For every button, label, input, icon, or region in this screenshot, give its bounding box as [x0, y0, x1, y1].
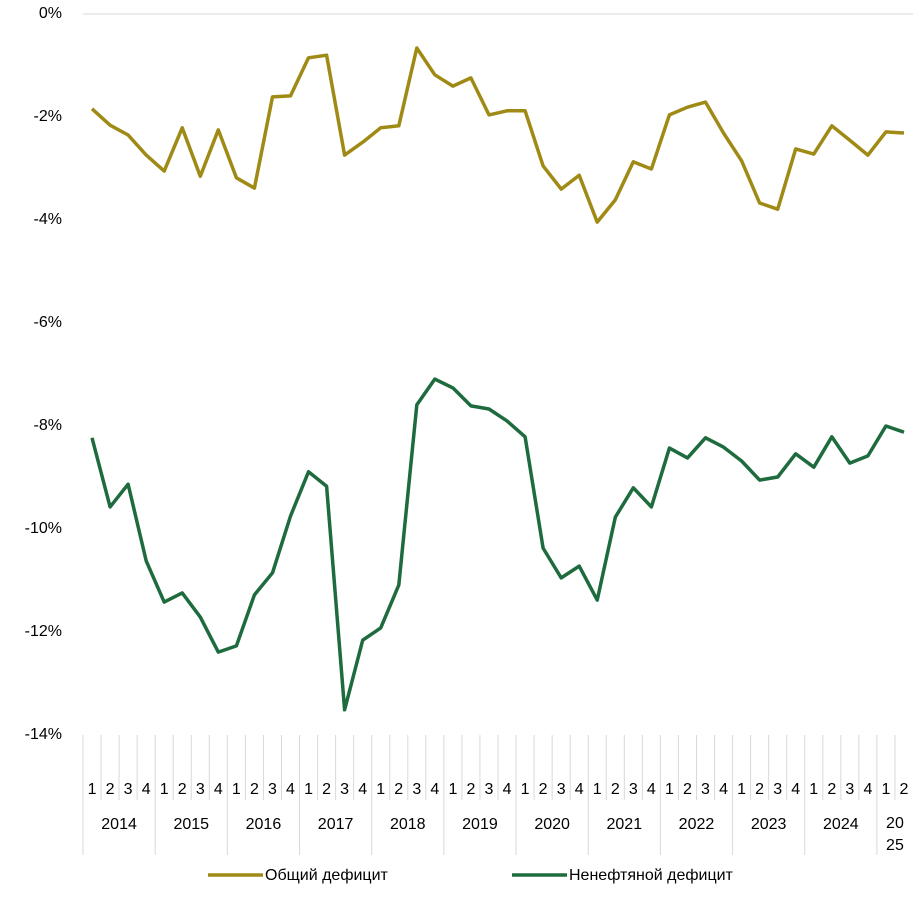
x-tick-label: 3 [845, 781, 854, 798]
x-tick-label: 4 [863, 781, 872, 798]
x-group-label: 2014 [101, 816, 137, 833]
line-series [90, 46, 905, 224]
x-tick-label: 4 [647, 781, 656, 798]
y-tick-label: -10% [25, 520, 62, 537]
y-tick-label: -4% [34, 211, 62, 228]
x-tick-label: 3 [340, 781, 349, 798]
x-tick-label: 2 [827, 781, 836, 798]
x-tick-label: 4 [358, 781, 367, 798]
x-tick-label: 4 [503, 781, 512, 798]
x-tick-label: 3 [412, 781, 421, 798]
x-group-label: 2025 [886, 815, 904, 854]
y-tick-label: -2% [34, 108, 62, 125]
x-tick-label: 4 [214, 781, 223, 798]
x-tick-label: 1 [448, 781, 457, 798]
x-tick-label: 4 [575, 781, 584, 798]
y-tick-label: -8% [34, 417, 62, 434]
x-tick-label: 2 [683, 781, 692, 798]
x-tick-label: 1 [160, 781, 169, 798]
x-tick-label: 1 [304, 781, 313, 798]
x-tick-label: 2 [755, 781, 764, 798]
x-tick-label: 3 [196, 781, 205, 798]
x-group-label: 2021 [607, 816, 643, 833]
x-tick-label: 2 [250, 781, 259, 798]
x-tick-label: 3 [268, 781, 277, 798]
x-group-label: 2019 [462, 816, 498, 833]
x-tick-label: 3 [485, 781, 494, 798]
x-group-label: 2020 [534, 816, 570, 833]
x-tick-label: 1 [809, 781, 818, 798]
x-tick-label: 4 [719, 781, 728, 798]
x-tick-label: 4 [791, 781, 800, 798]
x-group-label: 2023 [751, 816, 787, 833]
legend-label: Ненефтяной дефицит [569, 867, 734, 884]
x-tick-label: 3 [557, 781, 566, 798]
x-group-label: 2018 [390, 816, 426, 833]
x-tick-label: 2 [539, 781, 548, 798]
x-tick-label: 1 [232, 781, 241, 798]
x-tick-label: 2 [178, 781, 187, 798]
x-tick-label: 1 [88, 781, 97, 798]
x-tick-label: 1 [737, 781, 746, 798]
x-tick-label: 4 [142, 781, 151, 798]
x-tick-label: 2 [106, 781, 115, 798]
x-tick-label: 4 [286, 781, 295, 798]
x-group-label: 2024 [823, 816, 859, 833]
x-tick-label: 1 [376, 781, 385, 798]
x-group-label: 2015 [173, 816, 209, 833]
line-series [90, 377, 905, 712]
x-group-label: 2017 [318, 816, 354, 833]
x-tick-label: 4 [430, 781, 439, 798]
x-tick-label: 3 [629, 781, 638, 798]
x-tick-label: 2 [466, 781, 475, 798]
x-tick-label: 2 [611, 781, 620, 798]
y-tick-label: -6% [34, 314, 62, 331]
x-tick-label: 1 [881, 781, 890, 798]
x-tick-label: 2 [394, 781, 403, 798]
x-group-label: 2016 [246, 816, 282, 833]
x-tick-label: 2 [900, 781, 909, 798]
x-tick-label: 1 [593, 781, 602, 798]
x-tick-label: 2 [322, 781, 331, 798]
x-tick-label: 3 [773, 781, 782, 798]
y-tick-label: 0% [39, 5, 62, 22]
x-tick-label: 1 [665, 781, 674, 798]
y-tick-label: -12% [25, 623, 62, 640]
x-tick-label: 3 [124, 781, 133, 798]
x-tick-label: 3 [701, 781, 710, 798]
legend-label: Общий дефицит [265, 867, 389, 884]
y-tick-label: -14% [25, 726, 62, 743]
x-group-label: 2022 [679, 816, 715, 833]
x-tick-label: 1 [521, 781, 530, 798]
